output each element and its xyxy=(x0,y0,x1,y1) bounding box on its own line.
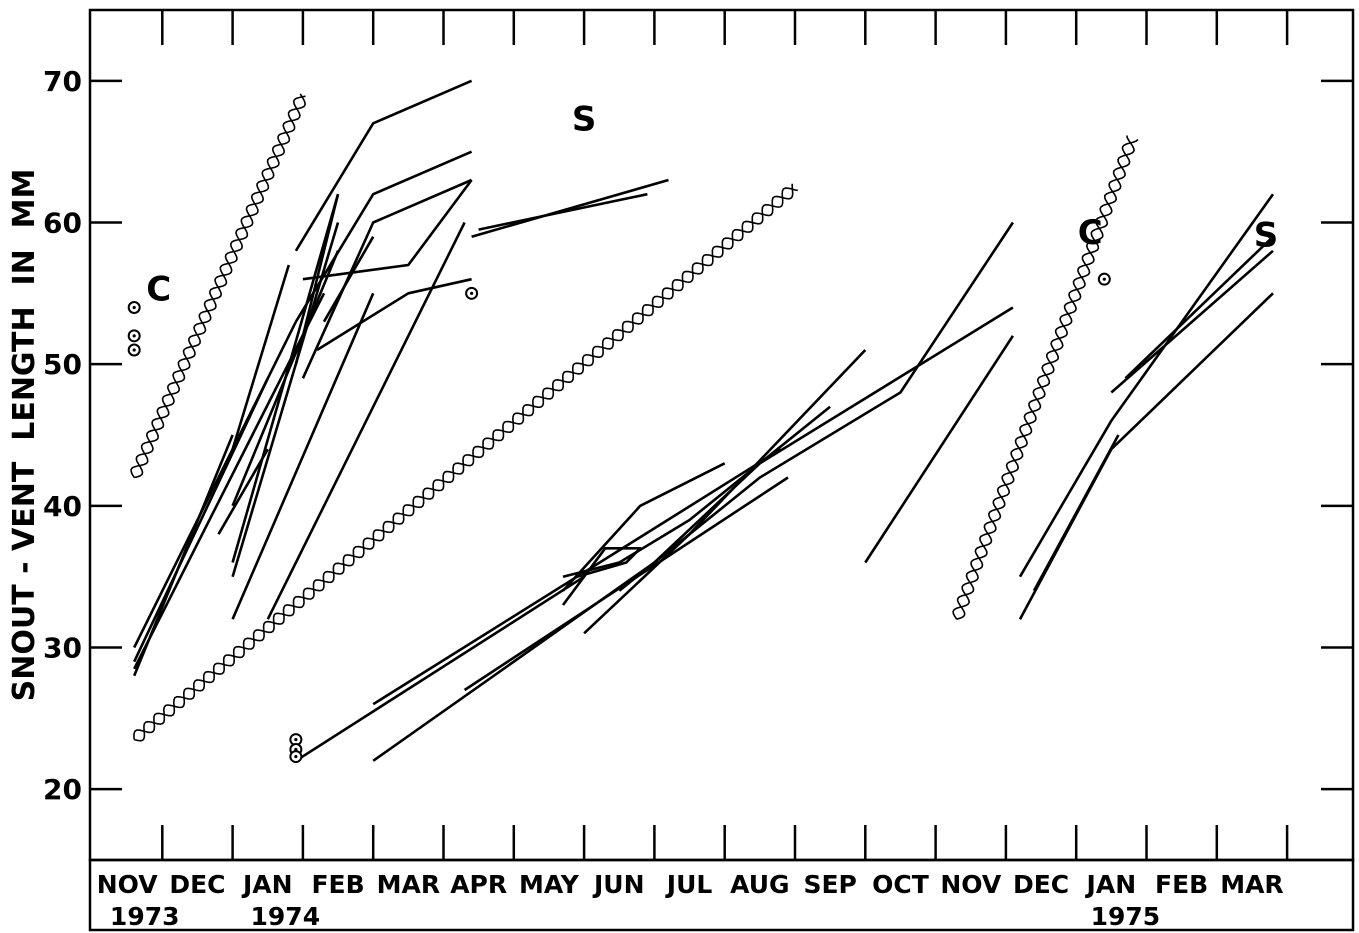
growth-line xyxy=(619,223,1013,591)
y-tick-label: 50 xyxy=(43,348,82,381)
axis-ticks xyxy=(90,10,1353,860)
capture-point xyxy=(290,751,301,762)
month-label: MAR xyxy=(1220,870,1283,899)
month-label: JAN xyxy=(241,870,293,899)
y-tick-label: 20 xyxy=(43,773,82,806)
growth-line xyxy=(479,194,648,229)
month-label: MAR xyxy=(377,870,440,899)
growth-line xyxy=(296,577,584,761)
month-label: NOV xyxy=(97,870,159,899)
y-axis-title: SNOUT - VENT LENGTH IN MM xyxy=(7,169,42,702)
plot-frame xyxy=(90,10,1353,860)
year-label: 1973 xyxy=(110,902,180,931)
year-label: 1975 xyxy=(1091,902,1161,931)
capture-point xyxy=(129,330,140,341)
annotation-label: C xyxy=(1078,213,1103,253)
growth-lines xyxy=(134,81,1273,761)
month-label: JAN xyxy=(1085,870,1137,899)
growth-line xyxy=(233,265,289,449)
month-label: APR xyxy=(450,870,507,899)
y-tick-label: 70 xyxy=(43,65,82,98)
growth-line xyxy=(1020,293,1273,619)
month-label: MAY xyxy=(519,870,580,899)
month-label: NOV xyxy=(940,870,1002,899)
month-label: FEB xyxy=(1155,870,1208,899)
capture-point-dot xyxy=(133,348,136,351)
capture-point-dot xyxy=(470,292,473,295)
year-labels: 1973 1974 1975 xyxy=(110,902,1160,931)
month-label: SEP xyxy=(803,870,856,899)
month-label: JUN xyxy=(592,870,645,899)
growth-line xyxy=(472,180,669,237)
growth-line xyxy=(296,194,338,364)
y-tick-labels: 20 30 40 50 60 70 xyxy=(43,65,82,806)
annotation-label: S xyxy=(1254,216,1279,256)
month-labels: NOV DEC JAN FEB MAR APR MAY JUN JUL AUG SEP OCT NOV D… xyxy=(97,870,1284,899)
growth-line xyxy=(1125,237,1273,379)
month-label: DEC xyxy=(169,870,225,899)
capture-point-dot xyxy=(133,334,136,337)
growth-line xyxy=(1034,435,1118,591)
growth-line xyxy=(303,180,472,378)
growth-line xyxy=(317,279,472,350)
month-label: FEB xyxy=(311,870,364,899)
capture-point-dot xyxy=(294,738,297,741)
growth-line xyxy=(1020,194,1273,577)
month-label: AUG xyxy=(730,870,789,899)
capture-point-dot xyxy=(1103,278,1106,281)
month-label: OCT xyxy=(872,870,929,899)
year-label: 1974 xyxy=(251,902,321,931)
annotation-label: C xyxy=(146,269,171,309)
y-tick-label: 30 xyxy=(43,632,82,665)
capture-point xyxy=(1099,274,1110,285)
capture-point-dot xyxy=(294,755,297,758)
capture-point xyxy=(129,345,140,356)
capture-point xyxy=(129,302,140,313)
growth-line xyxy=(296,81,472,251)
annotation-label: S xyxy=(572,99,597,139)
capture-point xyxy=(466,288,477,299)
growth-line xyxy=(865,336,1013,563)
growth-line xyxy=(268,223,465,620)
growth-line xyxy=(134,293,324,669)
month-label: JUL xyxy=(665,870,713,899)
y-tick-label: 40 xyxy=(43,490,82,523)
growth-line xyxy=(134,322,296,648)
y-tick-label: 60 xyxy=(43,207,82,240)
capture-point-dot xyxy=(133,306,136,309)
growth-line xyxy=(654,308,1013,563)
month-label: DEC xyxy=(1013,870,1069,899)
